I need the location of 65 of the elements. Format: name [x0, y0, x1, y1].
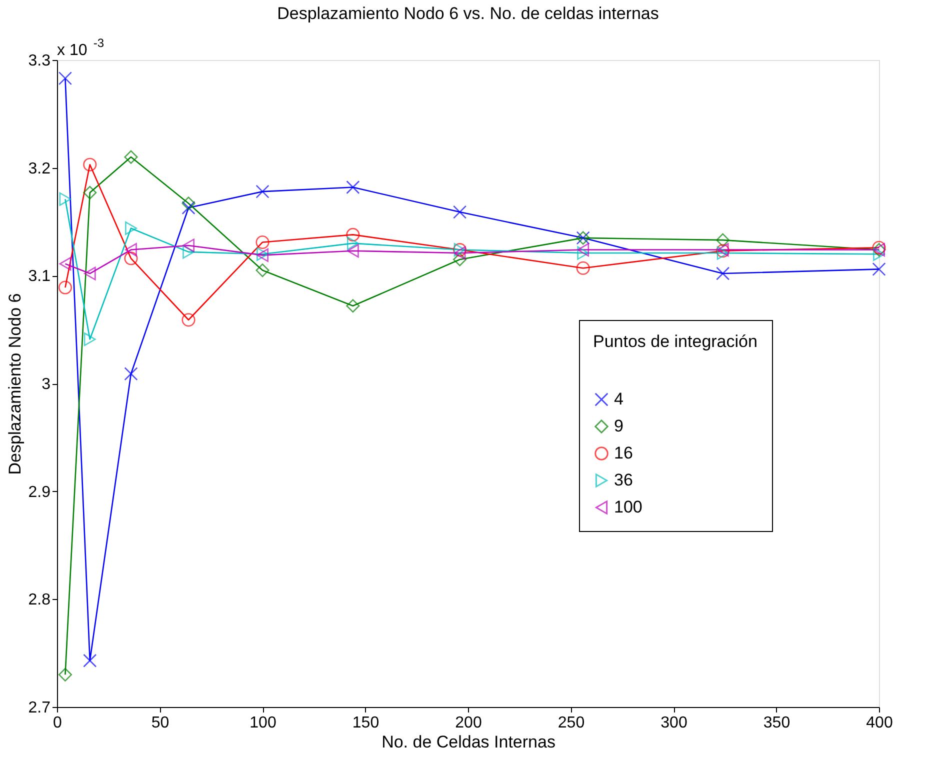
point [716, 233, 730, 247]
point [256, 235, 270, 249]
point [59, 192, 72, 206]
point [83, 186, 97, 200]
x-tick-label: 350 [763, 714, 790, 732]
point [872, 262, 886, 276]
y-tick-label: 3 [42, 376, 51, 393]
x-tick-label: 200 [455, 714, 482, 732]
legend-label: 36 [614, 470, 633, 490]
point [125, 243, 137, 257]
point [182, 238, 194, 252]
y-tick-label: 2.8 [28, 592, 51, 609]
x-axis-title: No. de Celdas Internas [382, 732, 556, 752]
point [454, 246, 466, 260]
point [84, 332, 96, 346]
legend-label: 100 [614, 498, 642, 516]
point [124, 252, 138, 266]
point [58, 668, 72, 682]
y-tick-label: 2.9 [28, 484, 51, 501]
legend-label: 9 [614, 416, 624, 436]
point [124, 150, 138, 164]
point [256, 184, 270, 198]
point [453, 252, 467, 266]
legend-title: Puntos de integración [593, 332, 758, 351]
legend-label: 16 [614, 444, 633, 462]
point [182, 313, 196, 327]
point [256, 264, 270, 278]
point [346, 299, 360, 313]
point [453, 205, 467, 219]
point [182, 245, 194, 259]
point [182, 200, 196, 215]
x-tick-label: 100 [250, 714, 276, 732]
x-tick-label: 0 [53, 714, 62, 732]
point [84, 266, 96, 280]
x-tick-label: 300 [660, 714, 688, 732]
point [576, 261, 590, 275]
point [873, 247, 885, 261]
point [346, 228, 360, 242]
point [182, 196, 196, 210]
point [346, 244, 359, 258]
legend-label: 4 [614, 390, 624, 408]
point [59, 257, 72, 271]
y-tick-label: 2.7 [28, 700, 51, 716]
text: x 10-3 [57, 36, 104, 59]
point [577, 246, 590, 260]
point [124, 367, 138, 381]
chart-title: Desplazamiento Nodo 6 vs. No. de celdas internas [277, 4, 659, 23]
y-axis-title: Desplazamiento Nodo 6 [5, 293, 24, 475]
point [577, 243, 590, 257]
x-tick-label: 150 [352, 714, 380, 732]
point [125, 221, 137, 235]
point [346, 180, 360, 194]
y-tick-label: 3.1 [28, 268, 51, 286]
point [872, 240, 886, 254]
y-tick-label: 3.2 [28, 160, 51, 178]
point [83, 654, 97, 668]
x-tick-label: 50 [151, 714, 170, 732]
point [83, 158, 97, 172]
point [716, 266, 730, 280]
x-tick-label: 400 [866, 714, 893, 732]
point [58, 72, 72, 86]
x-tick-label: 250 [558, 714, 585, 732]
point [346, 236, 359, 250]
point [58, 280, 72, 294]
y-tick-label: 3.3 [28, 52, 51, 70]
